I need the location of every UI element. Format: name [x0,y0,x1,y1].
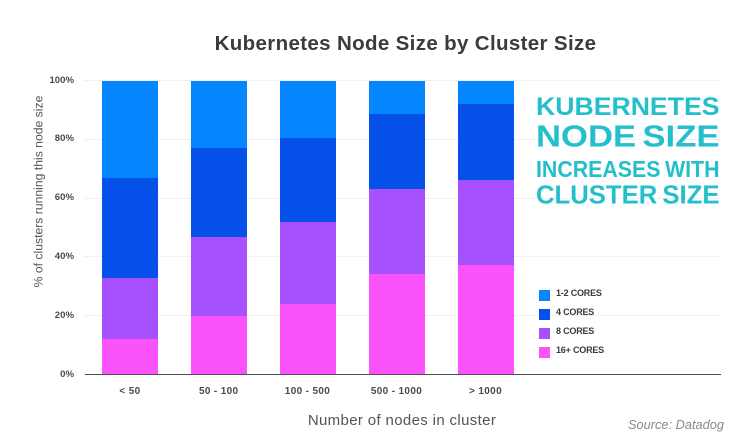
svg-text:KUBERNETES: KUBERNETES [536,93,720,121]
svg-text:INCREASES WITH: INCREASES WITH [536,156,720,182]
svg-text:CLUSTER SIZE: CLUSTER SIZE [536,179,720,209]
svg-text:NODE SIZE: NODE SIZE [536,119,720,154]
svg-text:% of clusters running this nod: % of clusters running this node size [32,95,46,287]
